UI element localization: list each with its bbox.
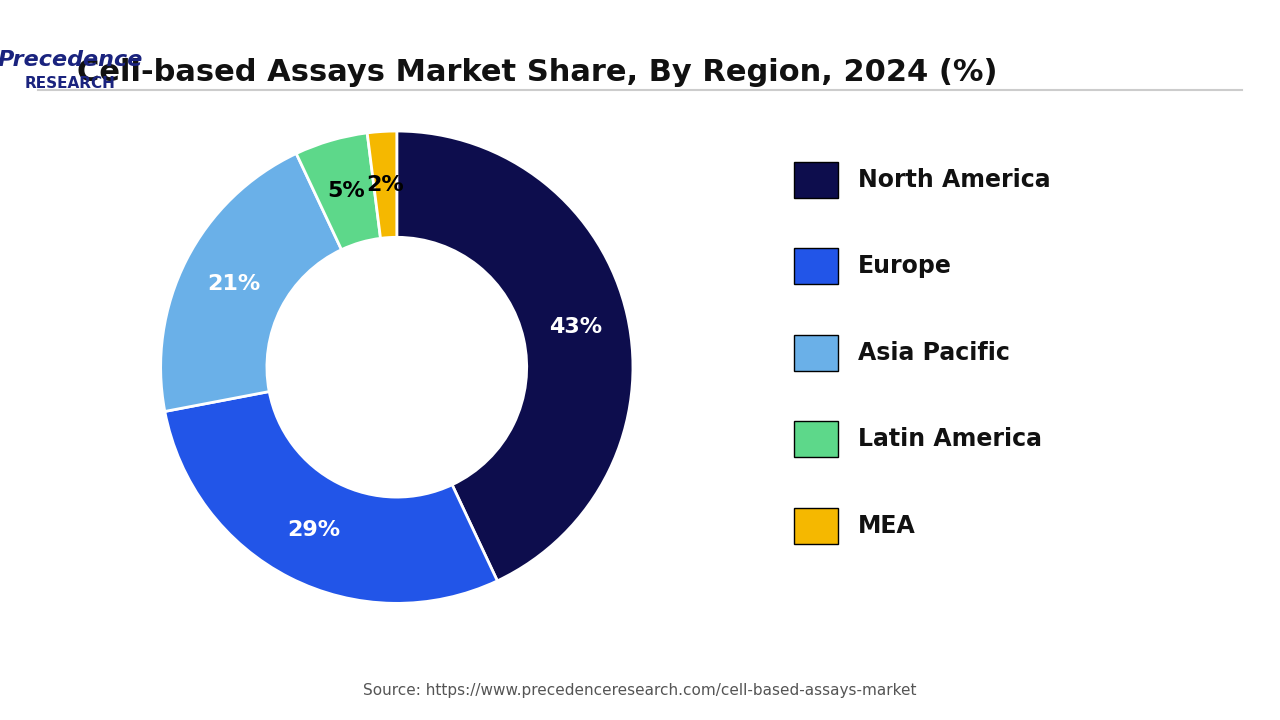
Text: Asia Pacific: Asia Pacific [858, 341, 1010, 365]
Text: 5%: 5% [326, 181, 365, 202]
Text: Latin America: Latin America [858, 427, 1042, 451]
Text: 43%: 43% [549, 318, 602, 337]
Wedge shape [296, 133, 380, 250]
Text: 2%: 2% [366, 174, 404, 194]
Wedge shape [367, 131, 397, 238]
Wedge shape [165, 392, 498, 603]
Text: MEA: MEA [858, 513, 915, 538]
Wedge shape [161, 153, 342, 411]
Text: 21%: 21% [207, 274, 260, 294]
Wedge shape [397, 131, 632, 581]
Text: Source: https://www.precedenceresearch.com/cell-based-assays-market: Source: https://www.precedenceresearch.c… [364, 683, 916, 698]
Text: Europe: Europe [858, 254, 951, 279]
Text: 29%: 29% [287, 521, 340, 540]
Text: North America: North America [858, 168, 1050, 192]
Text: Precedence: Precedence [0, 50, 143, 71]
Text: RESEARCH: RESEARCH [26, 76, 115, 91]
Text: Cell-based Assays Market Share, By Region, 2024 (%): Cell-based Assays Market Share, By Regio… [77, 58, 998, 86]
